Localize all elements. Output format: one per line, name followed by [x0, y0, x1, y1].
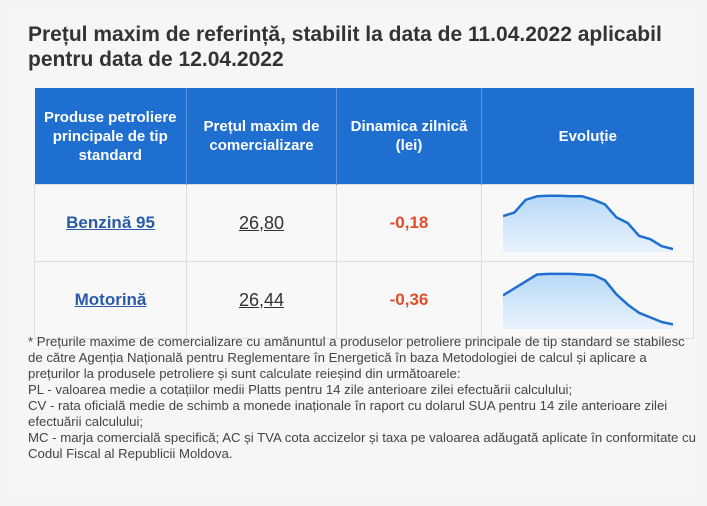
price-cell: 26,44: [186, 261, 337, 339]
header-products: Produse petroliere principale de tip sta…: [34, 88, 187, 185]
sparkline-area: [502, 195, 673, 252]
header-daily-dynamic: Dinamica zilnică (lei): [336, 88, 482, 185]
dynamic-cell: -0,18: [336, 184, 482, 262]
evolution-cell: [481, 261, 694, 339]
sparkline-line: [502, 272, 673, 326]
price-link-motorina[interactable]: 26,44: [238, 289, 285, 310]
evolution-cell: [481, 184, 694, 262]
sparkline-benzina-95: [502, 194, 673, 252]
footnote-mc: MC - marja comercială specifică; AC și T…: [28, 430, 696, 461]
sparkline-line: [502, 194, 673, 251]
table-row: Motorină 26,44 -0,36: [34, 261, 694, 339]
product-link-benzina-95[interactable]: Benzină 95: [66, 213, 155, 232]
footnote-intro: * Prețurile maxime de comercializare cu …: [28, 334, 685, 381]
product-link-motorina[interactable]: Motorină: [74, 290, 147, 309]
page-title: Prețul maxim de referință, stabilit la d…: [28, 23, 662, 71]
price-table: Produse petroliere principale de tip sta…: [34, 88, 694, 339]
dynamic-cell: -0,36: [336, 261, 482, 339]
product-cell: Benzină 95: [34, 184, 187, 262]
table-row: Benzină 95 26,80 -0,18: [34, 184, 694, 262]
price-link-benzina-95[interactable]: 26,80: [238, 212, 285, 233]
footnote-pl: PL - valoarea medie a cotațiilor medii P…: [28, 382, 573, 397]
product-cell: Motorină: [34, 261, 187, 339]
footnote: * Prețurile maxime de comercializare cu …: [28, 334, 696, 462]
dynamic-value: -0,18: [389, 213, 429, 232]
price-card: Prețul maxim de referință, stabilit la d…: [10, 8, 697, 498]
price-cell: 26,80: [186, 184, 337, 262]
sparkline-area: [502, 273, 673, 329]
sparkline-motorina: [502, 272, 673, 329]
dynamic-value: -0,36: [389, 290, 429, 309]
footnote-cv: CV - rata oficială medie de schimb a mon…: [28, 398, 668, 429]
table-header-row: Produse petroliere principale de tip sta…: [34, 88, 694, 185]
header-max-price: Prețul maxim de comercializare: [186, 88, 337, 185]
header-evolution: Evoluție: [481, 88, 694, 185]
